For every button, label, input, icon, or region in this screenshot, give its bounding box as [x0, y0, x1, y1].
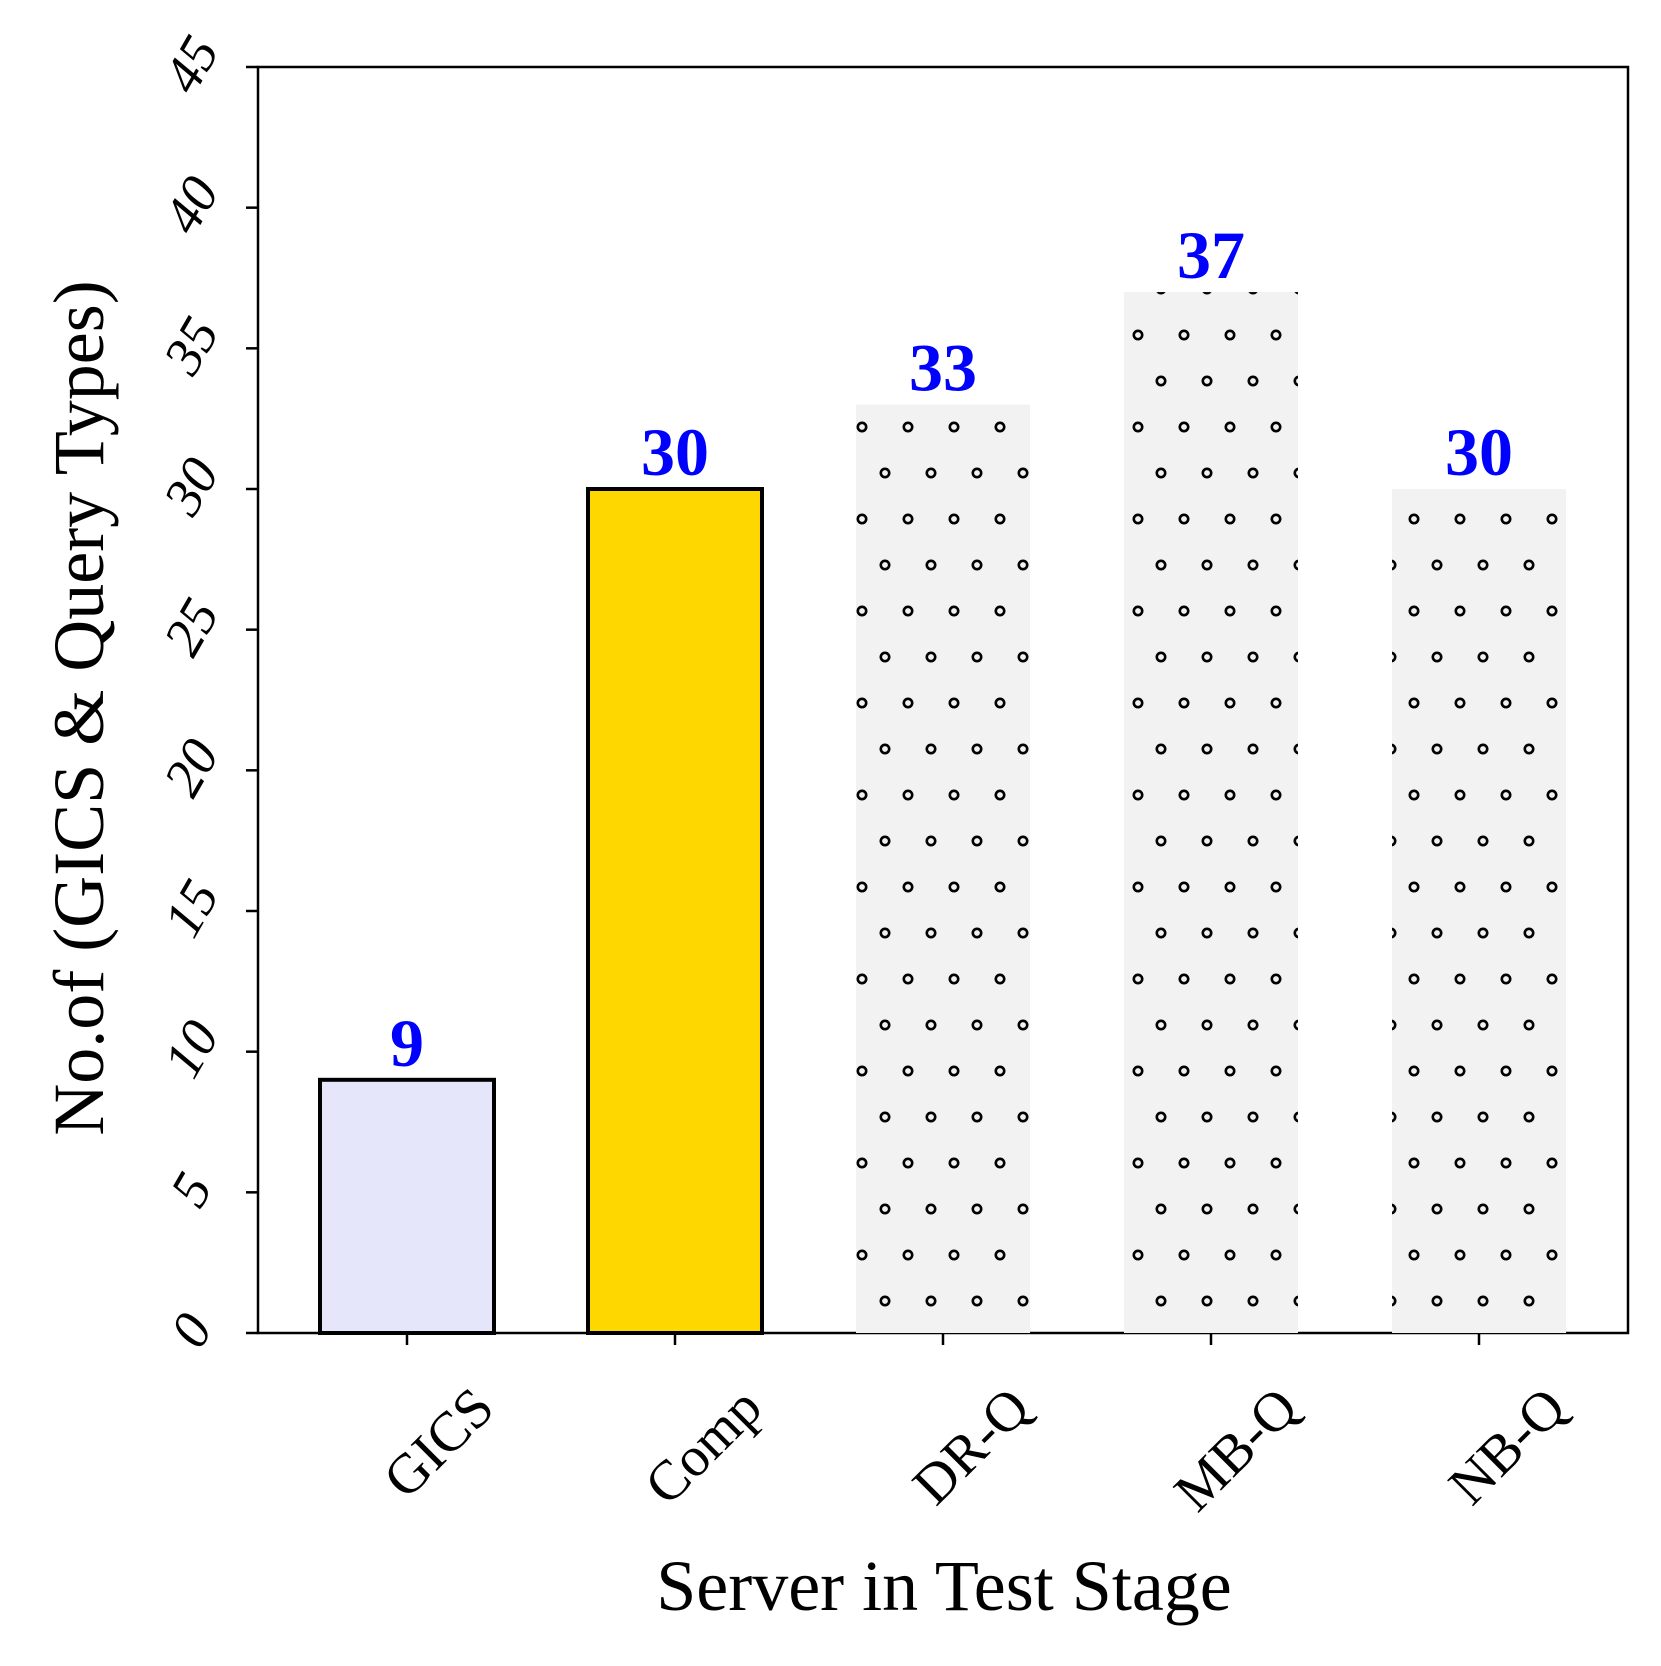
y-tick-label: 5 — [158, 1163, 223, 1216]
data-labels-group: 9 30 33 37 30 — [390, 217, 1513, 1081]
bar-gics — [318, 1077, 496, 1336]
data-label-nb-q: 30 — [1445, 414, 1513, 490]
data-label-gics: 9 — [390, 1005, 424, 1081]
data-label-dr-q: 33 — [909, 330, 977, 406]
y-tick-label: 15 — [152, 870, 231, 947]
x-axis-title: Server in Test Stage — [656, 1546, 1232, 1626]
bars-group — [318, 292, 1566, 1336]
y-tick-label: 45 — [152, 26, 231, 103]
bar-hatch-dr-q — [856, 404, 1030, 1334]
y-axis: 0 5 10 15 20 25 30 35 40 45 — [151, 26, 258, 1357]
y-tick-label: 30 — [151, 448, 230, 526]
x-tick-label: DR-Q — [901, 1376, 1042, 1517]
y-tick-label: 40 — [152, 166, 231, 243]
y-axis-title: No.of (GICS & Query Types) — [39, 280, 119, 1136]
y-tick-label: 10 — [152, 1010, 231, 1087]
bar-hatch-mb-q — [1124, 292, 1298, 1334]
y-tick-label: 25 — [152, 588, 231, 665]
x-tick-label: NB-Q — [1437, 1376, 1578, 1517]
data-label-comp: 30 — [641, 414, 709, 490]
bar-comp — [586, 487, 764, 1335]
x-tick-label: GICS — [372, 1376, 506, 1510]
bar-hatch-nb-q — [1392, 489, 1566, 1333]
x-axis: GICS Comp DR-Q MB-Q NB-Q — [372, 1333, 1578, 1523]
x-tick-label: MB-Q — [1163, 1376, 1310, 1523]
y-tick-label: 0 — [158, 1304, 223, 1357]
data-label-mb-q: 37 — [1177, 217, 1245, 293]
y-tick-label: 35 — [151, 307, 230, 385]
x-tick-label: Comp — [633, 1376, 774, 1517]
y-tick-label: 20 — [152, 729, 231, 806]
